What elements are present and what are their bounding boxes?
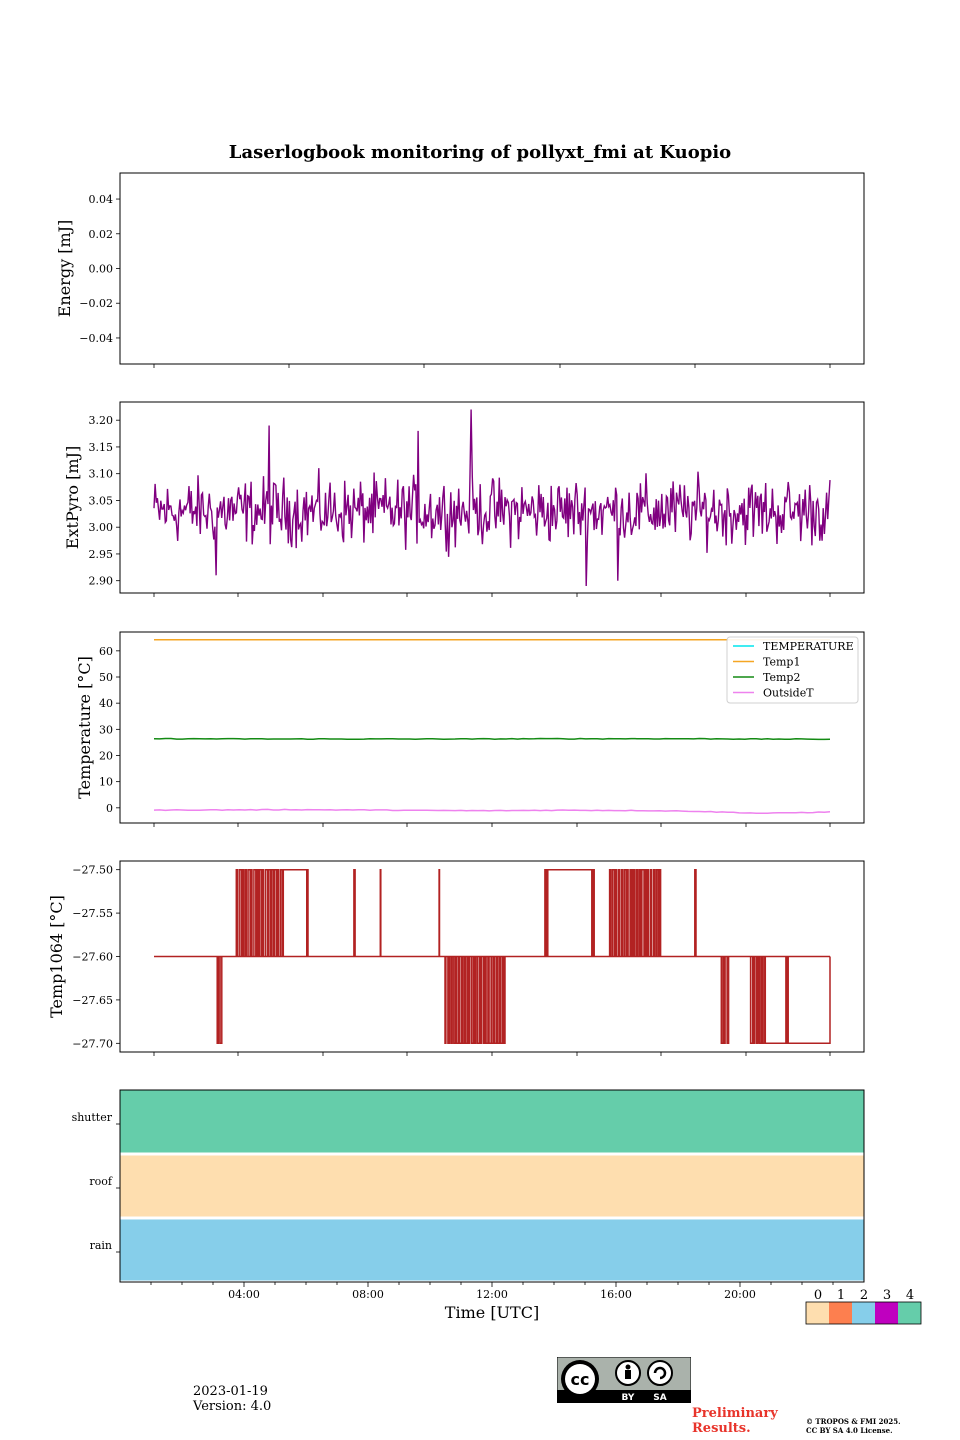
ytick-label: 60 bbox=[99, 645, 113, 658]
ytick-label: 0 bbox=[106, 802, 113, 815]
legend-entry: TEMPERATURE bbox=[763, 640, 854, 653]
temp1064-toggle-burst bbox=[785, 956, 789, 1045]
flag-row-shutter bbox=[120, 1090, 864, 1153]
energy-ylabel: Energy [mJ] bbox=[55, 220, 74, 318]
preliminary-results-note: Preliminary Results. bbox=[692, 1406, 778, 1436]
xtick-label: 04:00 bbox=[228, 1288, 260, 1301]
temp1064-panel: −27.50 −27.55 −27.60 −27.65 −27.70 Temp1064 [… bbox=[47, 860, 865, 1056]
colorbar-label: 0 bbox=[814, 1288, 822, 1303]
series-line-outsidet bbox=[153, 808, 831, 815]
temp1064-toggle-burst bbox=[608, 868, 662, 957]
colorbar-frame bbox=[805, 1301, 922, 1325]
axes-frame bbox=[119, 401, 865, 594]
ytick-label: 3.10 bbox=[89, 468, 114, 481]
temp1064-toggle-burst bbox=[444, 956, 506, 1045]
xtick-label: 08:00 bbox=[352, 1288, 384, 1301]
ytick-label: 2.90 bbox=[89, 575, 114, 588]
ytick-label: 30 bbox=[99, 723, 113, 736]
temp1064-toggle-burst bbox=[235, 868, 283, 957]
temperature-panel: 60 50 40 30 20 10 0 Temperature [°C] TEMPERATURE… bbox=[75, 631, 865, 827]
ytick-label: −27.55 bbox=[72, 907, 113, 920]
flag-row-label: shutter bbox=[72, 1111, 113, 1124]
axes-frame bbox=[119, 860, 865, 1053]
temp1064-ylabel: Temp1064 [°C] bbox=[47, 895, 66, 1018]
legend: TEMPERATURE Temp1 Temp2 OutsideT bbox=[726, 636, 859, 704]
colorbar-cell bbox=[875, 1302, 898, 1324]
ytick-label: −27.70 bbox=[72, 1037, 113, 1050]
temp1064-toggle-burst bbox=[544, 868, 548, 957]
series-line-temp2 bbox=[153, 737, 831, 741]
svg-text:BY: BY bbox=[622, 1393, 635, 1403]
ytick-label: 3.00 bbox=[89, 521, 114, 534]
colorbar-cell bbox=[852, 1302, 875, 1324]
ytick-label: 3.20 bbox=[89, 414, 114, 427]
x-axis-label: Time [UTC] bbox=[445, 1303, 539, 1322]
temp1064-steady-segment bbox=[282, 868, 308, 957]
cc-license-badge: cc BY SA bbox=[557, 1357, 691, 1403]
version-label: Version: 4.0 bbox=[193, 1399, 272, 1414]
colorbar-cell bbox=[898, 1302, 921, 1324]
flag-row-label: roof bbox=[89, 1175, 113, 1188]
axes-frame bbox=[119, 631, 865, 824]
xtick-label: 20:00 bbox=[724, 1288, 756, 1301]
colorbar-label: 1 bbox=[837, 1288, 845, 1303]
colorbar-label: 3 bbox=[883, 1288, 891, 1303]
extpyro-panel: 3.20 3.15 3.10 3.05 3.00 2.95 2.90 ExtPyro [mJ] bbox=[63, 401, 865, 597]
temp1064-toggle-burst bbox=[591, 868, 595, 957]
ytick-label: 50 bbox=[99, 671, 113, 684]
colorbar-label: 4 bbox=[906, 1288, 914, 1303]
copyright-note: © TROPOS & FMI 2025. CC BY SA 4.0 Licens… bbox=[806, 1417, 901, 1435]
temp1064-steady-segment bbox=[764, 956, 831, 1045]
legend-box bbox=[726, 636, 859, 704]
temp1064-toggle-burst bbox=[379, 868, 382, 957]
flag-row-rain bbox=[120, 1219, 864, 1281]
ytick-label: −27.65 bbox=[72, 994, 113, 1007]
ytick-label: −27.50 bbox=[72, 864, 113, 877]
flags-panel: shutter roof rain 04:00 08:00 12:00 16:00 20:00… bbox=[72, 1089, 865, 1322]
figure-title: Laserlogbook monitoring of pollyxt_fmi a… bbox=[229, 142, 731, 163]
date-label: 2023-01-19 bbox=[193, 1384, 268, 1399]
ytick-label: −0.02 bbox=[79, 297, 113, 310]
temperature-ylabel: Temperature [°C] bbox=[75, 656, 94, 799]
ytick-label: 2.95 bbox=[89, 548, 114, 561]
ytick-label: 40 bbox=[99, 697, 113, 710]
ytick-label: 20 bbox=[99, 749, 113, 762]
ytick-label: −0.04 bbox=[79, 332, 113, 345]
legend-entry: Temp1 bbox=[763, 656, 800, 669]
temp1064-toggle-burst bbox=[694, 868, 697, 957]
ytick-label: 0.00 bbox=[89, 263, 114, 276]
colorbar-label: 2 bbox=[860, 1288, 868, 1303]
ytick-label: −27.60 bbox=[72, 951, 113, 964]
ytick-label: 0.04 bbox=[89, 193, 114, 206]
axes-frame bbox=[119, 172, 865, 365]
xtick-label: 16:00 bbox=[600, 1288, 632, 1301]
temp1064-toggle-burst bbox=[353, 868, 356, 957]
temp1064-toggle-burst bbox=[216, 956, 223, 1045]
extpyro-series-line bbox=[153, 409, 831, 587]
temp1064-toggle-burst bbox=[720, 956, 730, 1045]
ytick-label: 0.02 bbox=[89, 228, 114, 241]
energy-panel: 0.04 0.02 0.00 −0.02 −0.04 Energy [mJ] bbox=[55, 172, 865, 368]
legend-entry: OutsideT bbox=[763, 687, 814, 700]
ytick-label: 10 bbox=[99, 776, 113, 789]
flag-row-label: rain bbox=[90, 1239, 112, 1252]
flag-row-roof bbox=[120, 1155, 864, 1217]
colorbar-cell bbox=[806, 1302, 829, 1324]
temp1064-toggle-burst bbox=[749, 956, 765, 1045]
temp1064-toggle-burst bbox=[306, 868, 309, 957]
legend-entry: Temp2 bbox=[763, 671, 800, 684]
temp1064-steady-segment bbox=[547, 868, 593, 957]
svg-text:SA: SA bbox=[653, 1393, 666, 1403]
ytick-label: 3.05 bbox=[89, 494, 114, 507]
ytick-label: 3.15 bbox=[89, 441, 114, 454]
extpyro-ylabel: ExtPyro [mJ] bbox=[63, 446, 82, 549]
xtick-label: 12:00 bbox=[476, 1288, 508, 1301]
colorbar-cell bbox=[829, 1302, 852, 1324]
svg-text:cc: cc bbox=[571, 1370, 590, 1389]
